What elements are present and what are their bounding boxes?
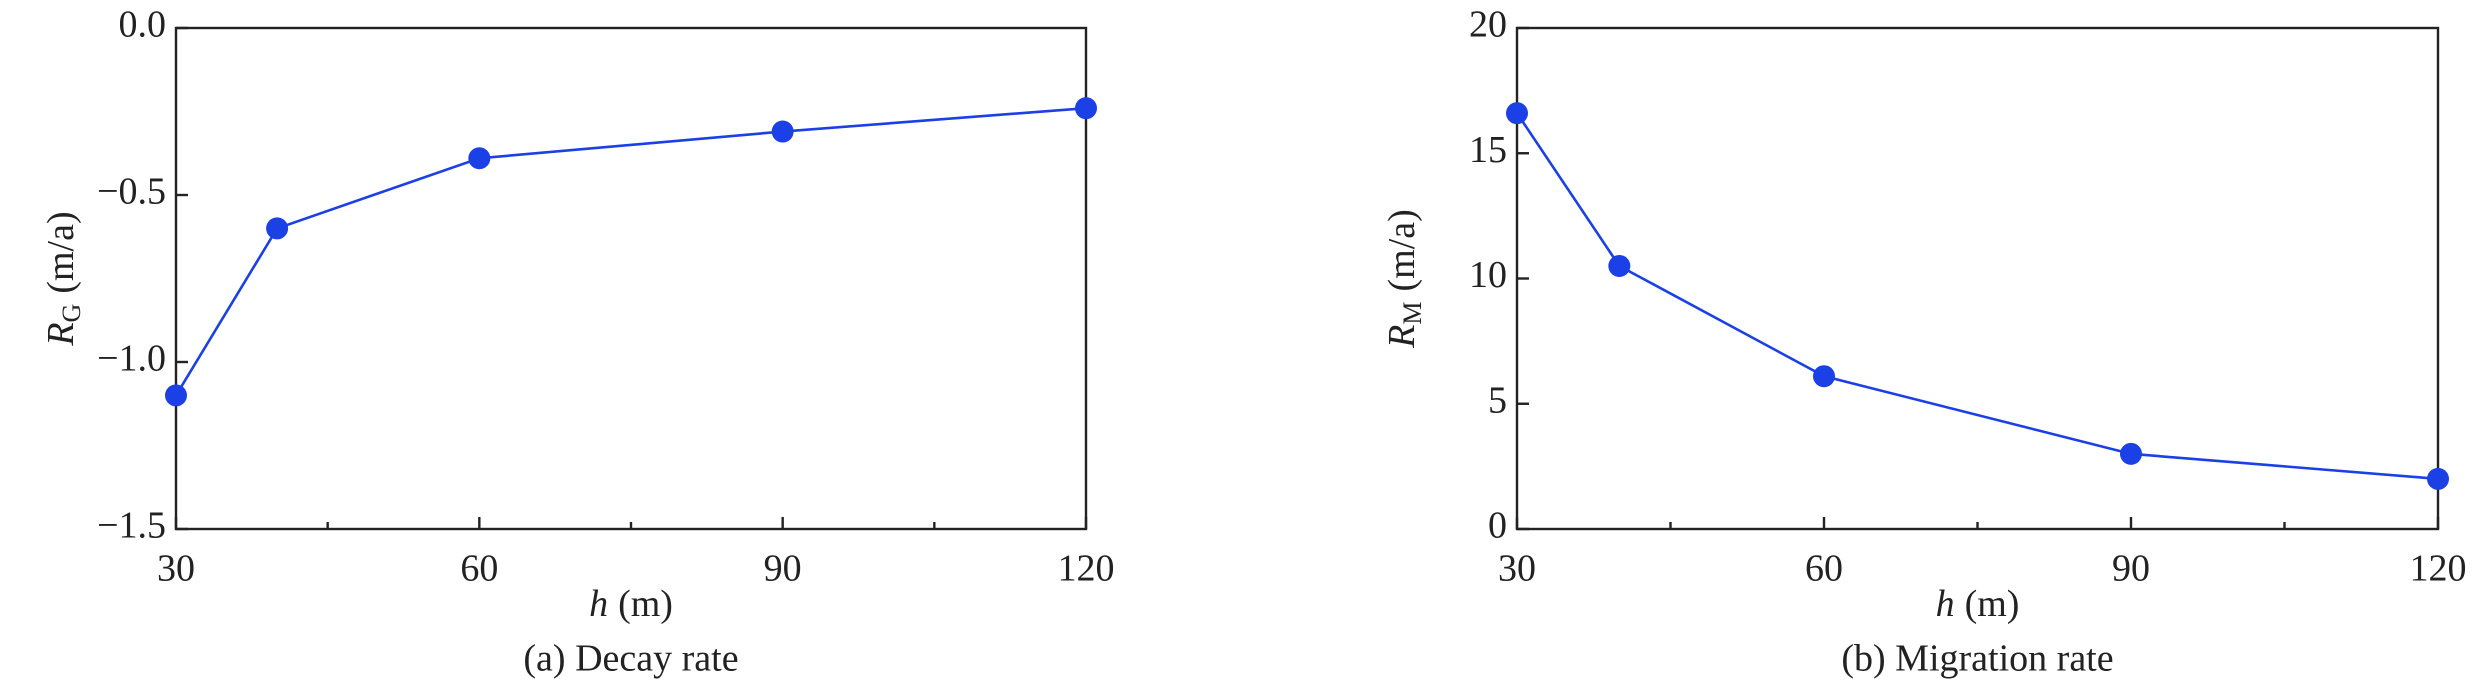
data-line bbox=[1515, 112, 2439, 481]
y-label-unit: (m/a) bbox=[40, 211, 82, 293]
y-tick-label: 0.0 bbox=[119, 4, 167, 46]
y-label-subscript: G bbox=[57, 304, 86, 323]
x-tick-label: 30 bbox=[157, 548, 195, 590]
x-label-symbol: h bbox=[1936, 583, 1955, 625]
plot-frame bbox=[174, 26, 1088, 531]
x-tick-label: 120 bbox=[1058, 548, 1115, 590]
x-tick-label: 30 bbox=[1498, 548, 1536, 590]
x-tick-label: 60 bbox=[460, 548, 498, 590]
x-axis-label: h (m) bbox=[589, 583, 673, 625]
y-label-symbol: R bbox=[40, 322, 82, 346]
data-point bbox=[165, 384, 187, 407]
x-tick-label: 60 bbox=[1805, 548, 1843, 590]
x-tick-label: 90 bbox=[2112, 548, 2150, 590]
y-tick-label: 20 bbox=[1469, 4, 1507, 46]
y-tick-label: −1.0 bbox=[97, 338, 166, 380]
data-point bbox=[2427, 467, 2449, 490]
caption: (a) Decay rate bbox=[523, 638, 738, 680]
y-tick-label: 5 bbox=[1488, 379, 1507, 421]
y-label-subscript: M bbox=[1398, 301, 1427, 324]
y-axis-label: RM (m/a) bbox=[1381, 209, 1427, 349]
y-label-unit: (m/a) bbox=[1381, 209, 1423, 291]
data-point bbox=[266, 217, 289, 240]
data-line bbox=[174, 106, 1087, 397]
plot-frame bbox=[1515, 26, 2440, 531]
data-point bbox=[771, 120, 794, 143]
data-point bbox=[1506, 102, 1528, 125]
x-axis-label: h (m) bbox=[1936, 583, 2020, 625]
x-label-symbol: h bbox=[589, 583, 608, 625]
y-tick-label: 10 bbox=[1469, 254, 1507, 296]
y-label-symbol: R bbox=[1381, 325, 1423, 349]
data-point bbox=[2120, 442, 2142, 465]
data-point bbox=[1608, 254, 1631, 277]
y-axis-label: RG (m/a) bbox=[40, 211, 86, 346]
x-label-unit: (m) bbox=[618, 583, 673, 625]
data-point bbox=[1813, 365, 1835, 388]
y-tick-label: −1.5 bbox=[97, 505, 166, 547]
x-label-unit: (m) bbox=[1965, 583, 2020, 625]
data-point bbox=[468, 147, 491, 170]
x-tick-label: 90 bbox=[764, 548, 802, 590]
y-tick-label: −0.5 bbox=[97, 171, 166, 213]
y-tick-label: 0 bbox=[1488, 505, 1507, 547]
caption: (b) Migration rate bbox=[1841, 638, 2113, 680]
x-tick-label: 120 bbox=[2410, 548, 2467, 590]
y-tick-label: 15 bbox=[1469, 129, 1507, 171]
data-point bbox=[1075, 97, 1097, 120]
